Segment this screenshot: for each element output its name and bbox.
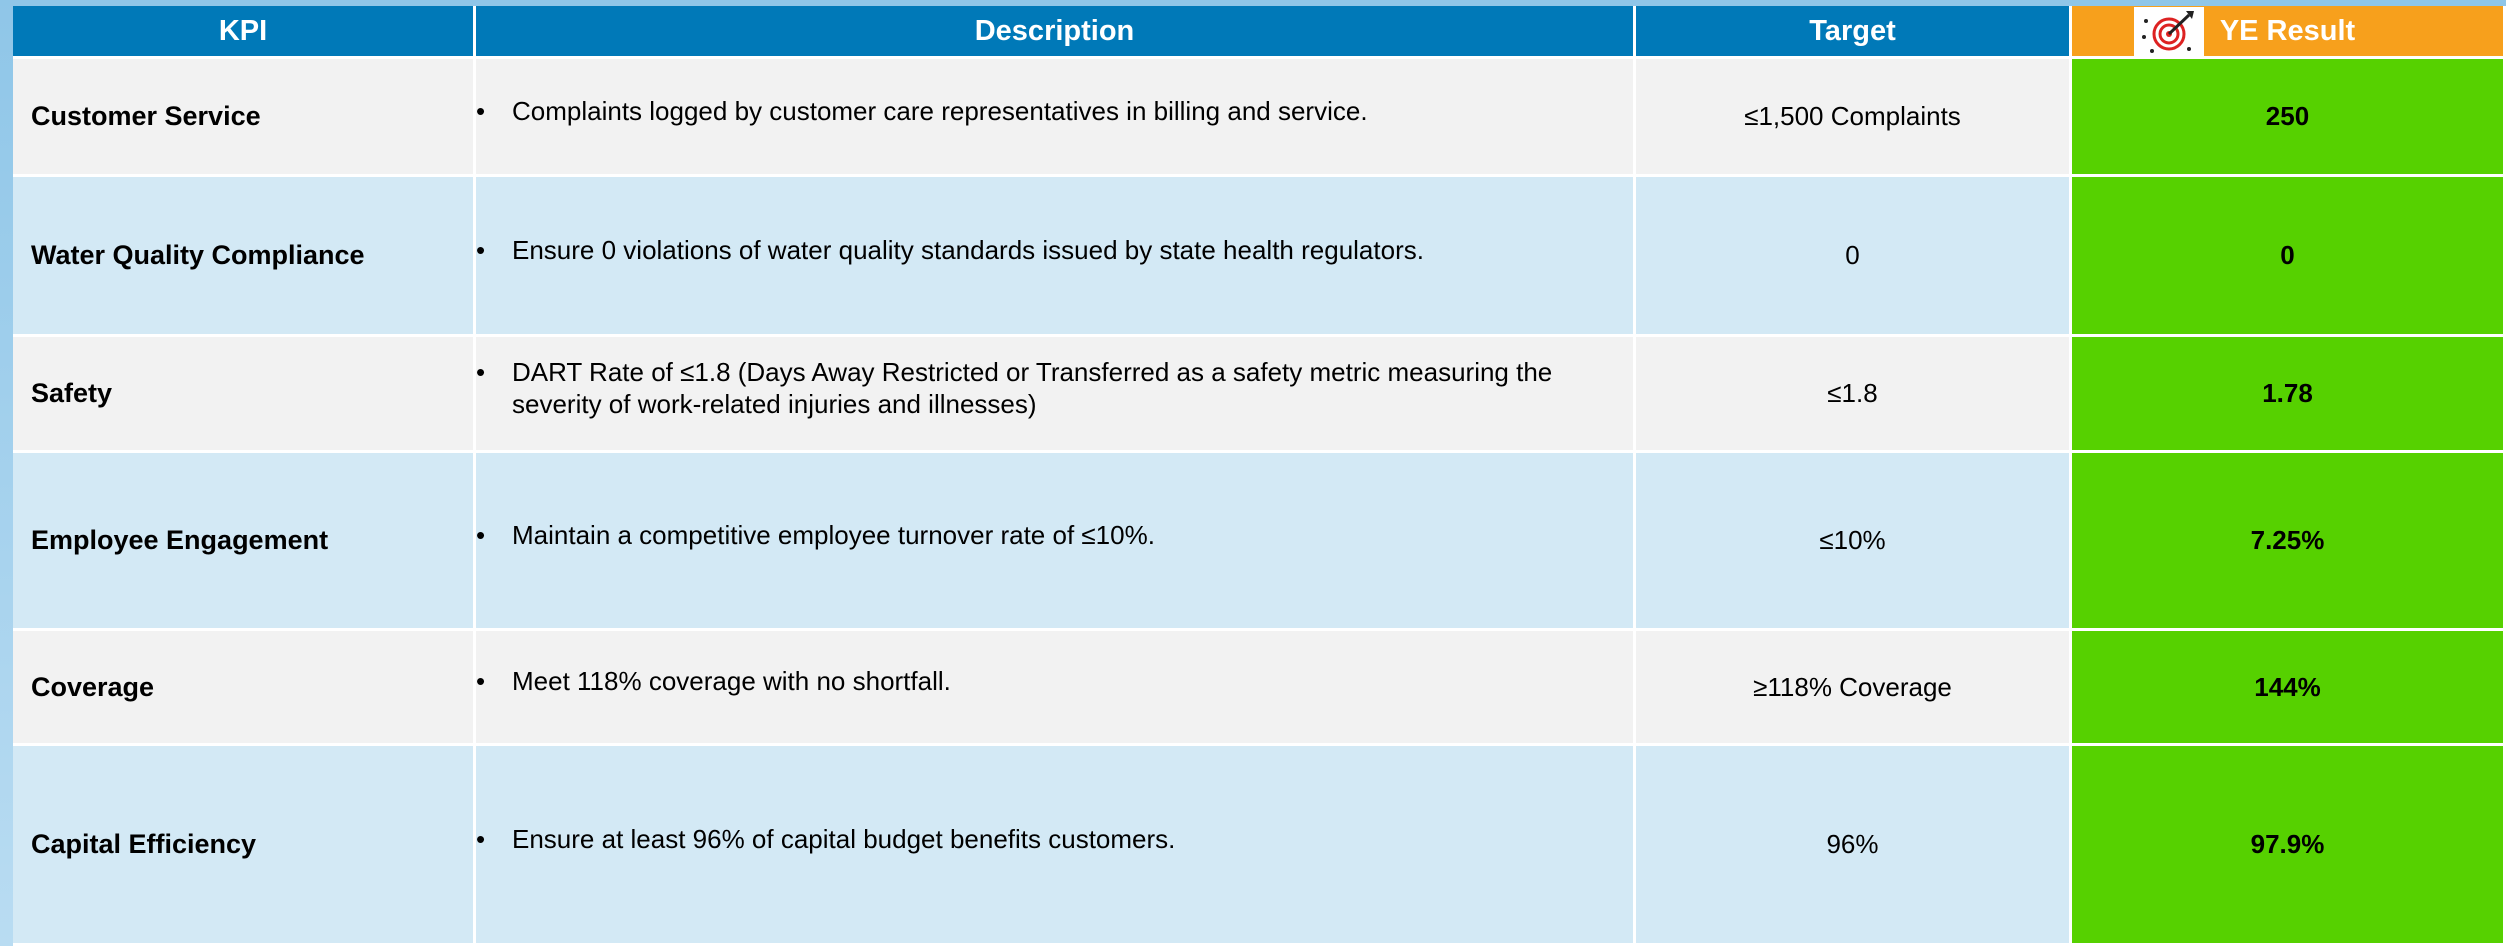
res-cell: 0 [2072,177,2506,337]
res-text: 97.9% [2250,829,2325,859]
tgt-text: ≤10% [1819,525,1886,555]
description-text: Ensure 0 violations of water quality sta… [512,234,1424,265]
desc-cell: • Meet 118% coverage with no shortfall. [476,631,1636,746]
res-text: 144% [2254,671,2321,702]
tgt-cell: ≤1,500 Complaints [1636,59,2072,177]
kpi-cell: Water Quality Compliance [13,177,476,337]
res-cell: 250 [2072,59,2506,177]
desc-cell: • Ensure 0 violations of water quality st… [476,177,1636,337]
header-cell: YE Result [2072,6,2506,59]
tgt-text: 96% [1826,829,1879,859]
tgt-text: 0 [1845,240,1860,270]
res-text: 0 [2280,240,2295,270]
bullet-item: • Ensure 0 violations of water quality st… [476,234,1424,266]
header-text: Description [974,14,1135,47]
res-cell: 7.25% [2072,453,2506,631]
header-text: YE Result [2219,14,2356,47]
desc-cell: • Ensure at least 96% of capital budget b… [476,746,1636,946]
kpi-text: Water Quality Compliance [31,240,365,270]
kpi-text: Employee Engagement [31,525,329,555]
target-icon [2134,7,2204,57]
description-text: Maintain a competitive employee turnover… [512,519,1155,550]
tgt-cell: 0 [1636,177,2072,337]
kpi-text: Capital Efficiency [31,829,257,859]
tgt-text: ≤1,500 Complaints [1744,101,1961,131]
tgt-cell: 96% [1636,746,2072,946]
res-text: 1.78 [2262,378,2313,408]
kpi-cell: Employee Engagement [13,453,476,631]
kpi-cell: Safety [13,337,476,453]
tgt-cell: ≤10% [1636,453,2072,631]
bullet: • [476,356,486,387]
tgt-cell: ≥118% Coverage [1636,631,2072,746]
bullet-item: • Ensure at least 96% of capital budget b… [476,823,1176,855]
res-cell: 144% [2072,631,2506,746]
kpi-text: Customer Service [31,101,261,131]
bullet-item: • Maintain a competitive employee turnove… [476,519,1155,551]
description-text: Meet 118% coverage with no shortfall. [512,666,951,696]
bullet-item: • Meet 118% coverage with no shortfall. [476,665,951,697]
header-cell: Description [476,6,1636,59]
header-text: Target [1809,14,1896,47]
kpi-text: Safety [31,378,113,408]
tgt-text: ≥118% Coverage [1753,671,1952,702]
bullet: • [476,666,486,696]
kpi-cell: Coverage [13,631,476,746]
res-cell: 1.78 [2072,337,2506,453]
tgt-cell: ≤1.8 [1636,337,2072,453]
bullet: • [476,823,486,854]
header-cell: Target [1636,6,2072,59]
description-text: Ensure at least 96% of capital budget be… [512,823,1176,854]
description-text: Complaints logged by customer care repre… [512,95,1368,126]
res-text: 7.25% [2250,525,2325,555]
kpi-cell: Customer Service [13,59,476,177]
bullet-item: • DART Rate of ≤1.8 (Days Away Restricted… [476,356,1593,420]
bullet: • [476,519,486,550]
header-text: KPI [218,14,268,47]
description-text: DART Rate of ≤1.8 (Days Away Restricted … [512,356,1553,419]
kpi-cell: Capital Efficiency [13,746,476,946]
bullet-item: • Complaints logged by customer care repr… [476,95,1368,127]
kpi-text: Coverage [31,671,155,702]
bullet: • [476,234,486,265]
desc-cell: • DART Rate of ≤1.8 (Days Away Restricted… [476,337,1636,453]
bullet: • [476,95,486,126]
desc-cell: • Complaints logged by customer care repr… [476,59,1636,177]
header-cell: KPI [13,6,476,59]
tgt-text: ≤1.8 [1827,378,1878,408]
desc-cell: • Maintain a competitive employee turnove… [476,453,1636,631]
res-text: 250 [2265,101,2310,131]
res-cell: 97.9% [2072,746,2506,946]
